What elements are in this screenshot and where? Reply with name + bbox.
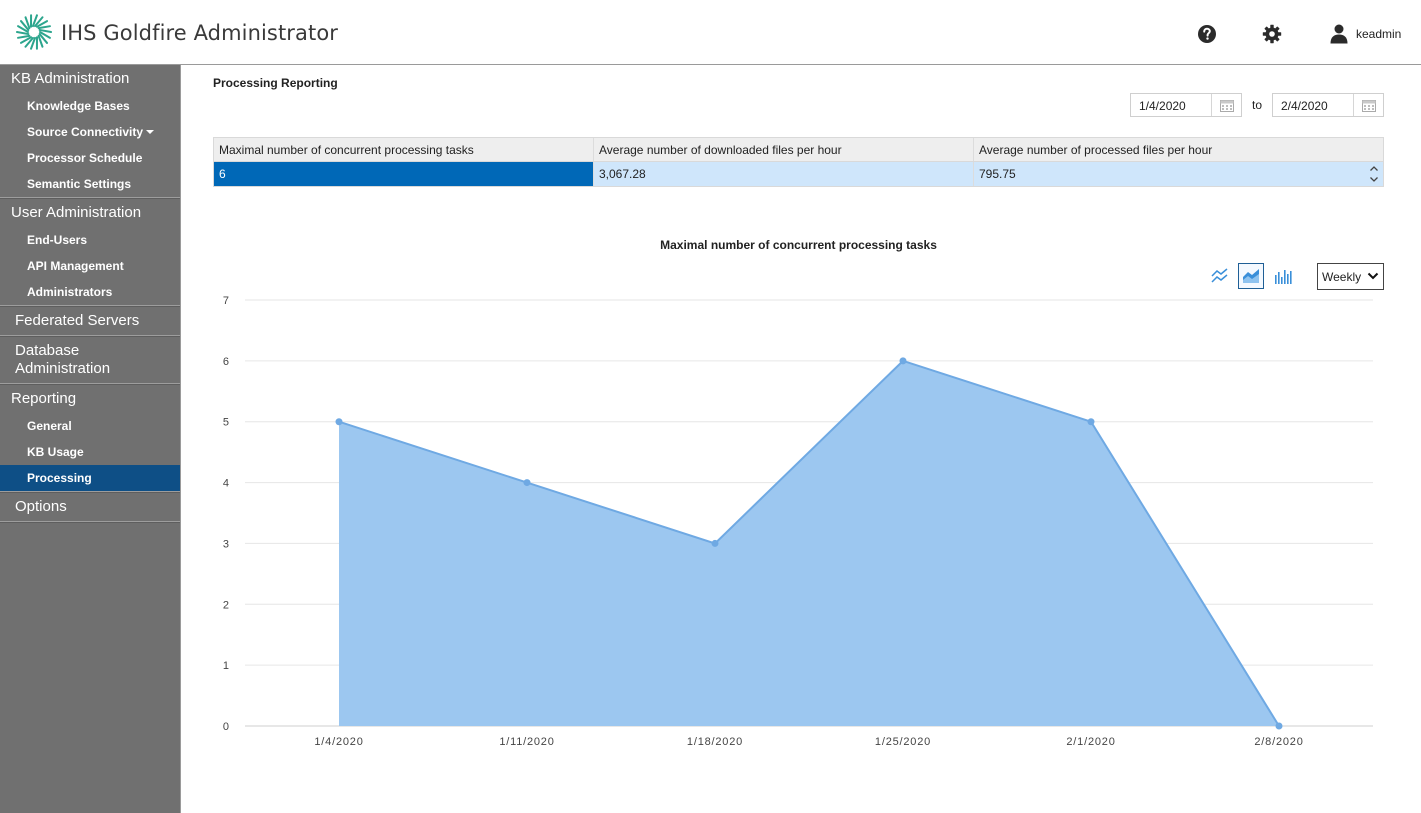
sidebar-section-federated-servers[interactable]: Federated Servers [15, 312, 140, 329]
y-tick-label: 0 [223, 721, 229, 733]
chevron-down-icon [1367, 272, 1379, 280]
date-from-value: 1/4/2020 [1139, 99, 1186, 113]
period-select[interactable]: Weekly [1317, 263, 1384, 290]
table-row[interactable]: 6 3,067.28 795.75 [214, 162, 1383, 186]
table-cell[interactable]: 3,067.28 [594, 162, 974, 186]
y-tick-label: 7 [223, 295, 229, 307]
data-point[interactable] [335, 418, 343, 426]
sidebar-item-processing[interactable]: Processing [0, 465, 180, 491]
chart-title: Maximal number of concurrent processing … [660, 238, 937, 252]
y-tick-label: 2 [223, 599, 229, 611]
sidebar-item-source-connectivity[interactable]: Source Connectivity [0, 119, 180, 145]
sidebar-item-kb-usage[interactable]: KB Usage [27, 445, 84, 459]
sidebar-section-reporting[interactable]: Reporting [11, 390, 77, 407]
y-tick-label: 6 [223, 356, 229, 368]
column-header[interactable]: Average number of processed files per ho… [979, 143, 1213, 157]
data-points [335, 357, 1283, 730]
data-point[interactable] [1087, 418, 1095, 426]
sidebar-divider [0, 305, 180, 307]
table-cell[interactable]: 795.75 [979, 167, 1016, 181]
sidebar-section-database-administration[interactable]: Database Administration [15, 342, 111, 377]
date-from-field[interactable]: 1/4/2020 [1130, 93, 1242, 117]
x-tick-label: 2/8/2020 [1254, 736, 1303, 748]
gear-icon[interactable] [1262, 24, 1282, 44]
sidebar-divider [0, 197, 180, 199]
sidebar-section-options[interactable]: Options [15, 498, 67, 515]
sidebar-section-user-administration[interactable]: User Administration [11, 204, 142, 221]
concurrent-tasks-area-chart: 0 1 2 3 4 5 6 7 1/4/2020 1/11/2020 1/18/2020 1/25/… [223, 295, 1373, 748]
x-tick-label: 2/1/2020 [1066, 736, 1115, 748]
help-icon[interactable] [1197, 24, 1217, 44]
period-select-value: Weekly [1322, 270, 1362, 284]
data-point[interactable] [899, 357, 907, 365]
spin-arrows-icon[interactable] [1369, 164, 1379, 184]
line-series [338, 359, 1280, 727]
sidebar-item-label: Source Connectivity [27, 125, 144, 139]
sidebar-item-semantic-settings[interactable]: Semantic Settings [27, 177, 132, 191]
data-point[interactable] [711, 539, 719, 547]
area-series [339, 360, 1279, 726]
data-point[interactable] [523, 479, 531, 487]
calendar-icon[interactable] [1211, 94, 1241, 116]
username-link[interactable]: keadmin [1356, 27, 1402, 41]
sidebar-item-administrators[interactable]: Administrators [27, 285, 113, 299]
sidebar-divider [0, 491, 180, 493]
date-range-to-label: to [1252, 98, 1263, 112]
app-header: IHS Goldfire Administrator [0, 0, 1421, 65]
column-header[interactable]: Maximal number of concurrent processing … [214, 138, 594, 161]
y-tick-label: 3 [223, 538, 229, 550]
sidebar-nav: KB Administration Knowledge Bases Source… [0, 65, 181, 813]
sidebar-item-processor-schedule[interactable]: Processor Schedule [27, 151, 143, 165]
x-tick-label: 1/11/2020 [499, 736, 554, 748]
user-icon[interactable] [1330, 24, 1348, 44]
date-to-field[interactable]: 2/4/2020 [1272, 93, 1384, 117]
calendar-icon[interactable] [1353, 94, 1383, 116]
table-header-row: Maximal number of concurrent processing … [214, 138, 1383, 162]
page-title: Processing Reporting [213, 76, 338, 90]
area-chart-button[interactable] [1238, 263, 1264, 289]
x-tick-label: 1/25/2020 [875, 736, 931, 748]
bar-chart-button[interactable] [1270, 263, 1296, 289]
caret-down-icon [146, 129, 155, 134]
sidebar-item-api-management[interactable]: API Management [27, 259, 124, 273]
table-cell[interactable]: 6 [214, 162, 594, 186]
bar-chart-icon [1275, 270, 1292, 284]
sidebar-item-general[interactable]: General [27, 419, 72, 433]
x-tick-label: 1/4/2020 [314, 736, 363, 748]
y-axis-ticks: 0 1 2 3 4 5 6 7 [223, 295, 229, 733]
sidebar-section-kb-administration[interactable]: KB Administration [11, 70, 130, 87]
column-header[interactable]: Average number of downloaded files per h… [594, 138, 974, 161]
sidebar-divider [0, 383, 180, 385]
line-chart-icon [1211, 268, 1228, 283]
sidebar-divider [0, 521, 180, 523]
header-spacer [1365, 138, 1383, 161]
goldfire-logo-icon [16, 14, 52, 50]
date-to-value: 2/4/2020 [1281, 99, 1328, 113]
processing-stats-table: Maximal number of concurrent processing … [213, 137, 1384, 187]
sidebar-item-knowledge-bases[interactable]: Knowledge Bases [27, 99, 130, 113]
data-point[interactable] [1275, 722, 1283, 730]
y-tick-label: 4 [223, 478, 229, 490]
y-tick-label: 5 [223, 417, 229, 429]
y-tick-label: 1 [223, 660, 229, 672]
row-scroller[interactable] [1365, 162, 1383, 186]
app-title: IHS Goldfire Administrator [61, 21, 339, 45]
sidebar-divider [0, 335, 180, 337]
sidebar-item-end-users[interactable]: End-Users [27, 233, 88, 247]
x-tick-label: 1/18/2020 [687, 736, 743, 748]
line-chart-button[interactable] [1207, 263, 1233, 289]
area-chart-icon [1243, 269, 1259, 283]
x-axis-ticks: 1/4/2020 1/11/2020 1/18/2020 1/25/2020 2/1/2… [314, 736, 1303, 748]
